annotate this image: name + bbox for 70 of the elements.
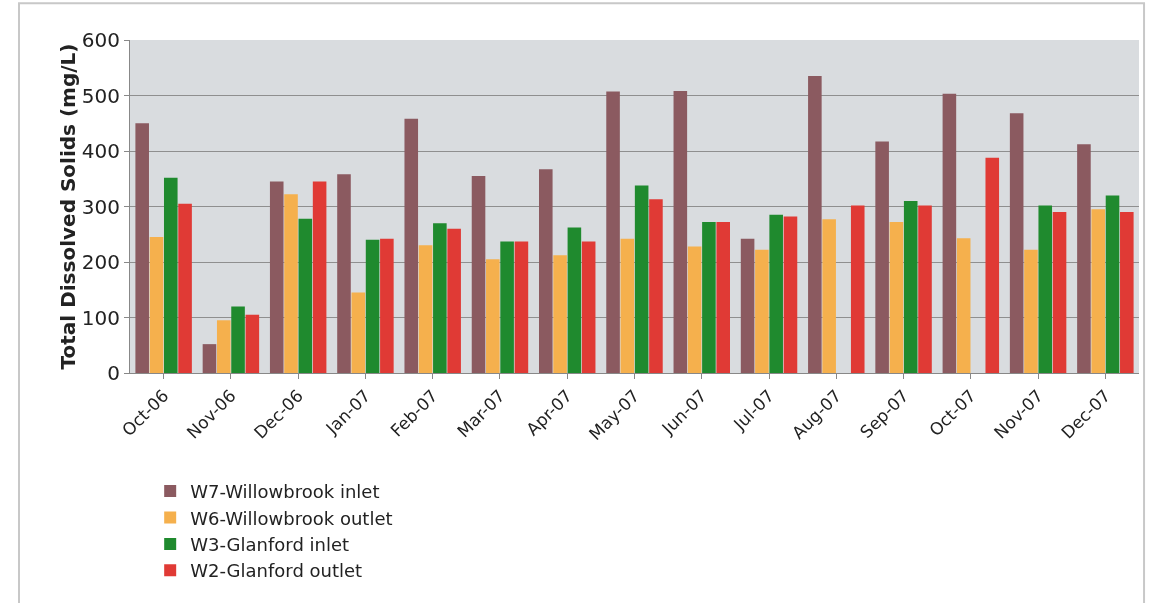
bar <box>1091 209 1106 373</box>
bar <box>500 241 514 373</box>
bar <box>581 241 596 373</box>
bar <box>985 157 1000 373</box>
bar <box>956 238 971 373</box>
bar <box>620 238 635 373</box>
bar <box>298 218 313 373</box>
bar <box>567 227 582 373</box>
bar <box>808 76 822 373</box>
legend-label: W6-Willowbrook outlet <box>190 507 393 529</box>
bar <box>149 237 164 373</box>
bar <box>245 314 260 373</box>
bar <box>553 255 567 373</box>
bar <box>216 320 231 373</box>
legend-label: W7-Willowbrook inlet <box>190 481 380 503</box>
y-axis-title: Total Dissolved Solids (mg/L) <box>55 43 80 370</box>
bar <box>486 259 500 373</box>
bar <box>1052 212 1067 373</box>
bar <box>1024 249 1038 373</box>
bar <box>755 249 769 373</box>
bar <box>539 169 553 373</box>
bar <box>942 93 957 373</box>
bar <box>433 223 447 373</box>
bar <box>903 200 918 373</box>
bar <box>135 123 149 373</box>
bar <box>673 91 688 373</box>
bar <box>889 222 904 373</box>
bar <box>1009 113 1024 373</box>
bar <box>634 185 649 373</box>
bar <box>284 194 298 373</box>
y-tick-label: 400 <box>81 139 120 163</box>
legend-label: W3-Glanford inlet <box>190 533 350 555</box>
bar <box>716 222 730 373</box>
bar <box>447 228 461 373</box>
bar <box>351 292 366 373</box>
bar <box>312 181 327 373</box>
bar <box>202 344 217 373</box>
bar <box>1077 144 1091 373</box>
bar <box>822 219 836 373</box>
legend-label: W2-Glanford outlet <box>190 560 363 582</box>
y-tick-label: 500 <box>81 83 120 108</box>
bar <box>740 238 755 373</box>
bar <box>687 246 702 373</box>
y-tick-label: 0 <box>107 361 120 385</box>
bar <box>1105 195 1120 373</box>
y-tick-label: 200 <box>81 250 120 274</box>
bar <box>875 141 889 373</box>
bar <box>1038 205 1053 373</box>
y-tick-label: 100 <box>81 305 120 330</box>
bar <box>337 174 351 373</box>
bar <box>178 203 192 373</box>
bar <box>269 181 284 373</box>
y-tick-label: 600 <box>81 28 120 52</box>
bar <box>649 199 663 373</box>
bar <box>418 245 433 373</box>
bar <box>606 91 620 373</box>
bar <box>850 205 865 373</box>
bar <box>514 241 529 373</box>
bar <box>783 216 798 373</box>
bar <box>365 239 380 373</box>
bar <box>380 238 394 373</box>
bar <box>1120 212 1134 373</box>
bar <box>404 118 419 373</box>
bar <box>918 205 932 373</box>
bar <box>702 222 716 373</box>
bar <box>231 306 245 373</box>
bar <box>163 177 178 373</box>
bar <box>769 214 783 373</box>
y-tick-label: 300 <box>81 194 120 219</box>
bar <box>471 175 486 373</box>
